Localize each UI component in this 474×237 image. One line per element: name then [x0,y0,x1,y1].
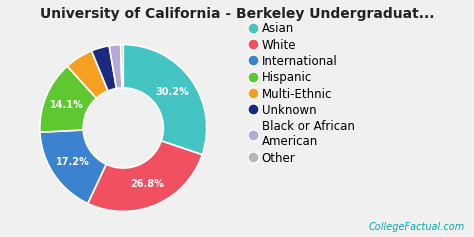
Wedge shape [40,130,106,203]
Wedge shape [91,46,117,91]
Wedge shape [40,66,96,132]
Wedge shape [123,45,207,155]
Text: 17.2%: 17.2% [56,157,90,167]
Legend: Asian, White, International, Hispanic, Multi-Ethnic, Unknown, Black or African
A: Asian, White, International, Hispanic, M… [247,20,357,167]
Wedge shape [67,51,108,98]
Wedge shape [109,45,122,88]
Wedge shape [120,45,123,88]
Text: 14.1%: 14.1% [50,100,84,110]
Text: University of California - Berkeley Undergraduat...: University of California - Berkeley Unde… [40,7,434,21]
Text: 30.2%: 30.2% [156,87,190,97]
Wedge shape [88,141,202,211]
Text: 26.8%: 26.8% [130,179,164,189]
Text: CollegeFactual.com: CollegeFactual.com [368,222,465,232]
